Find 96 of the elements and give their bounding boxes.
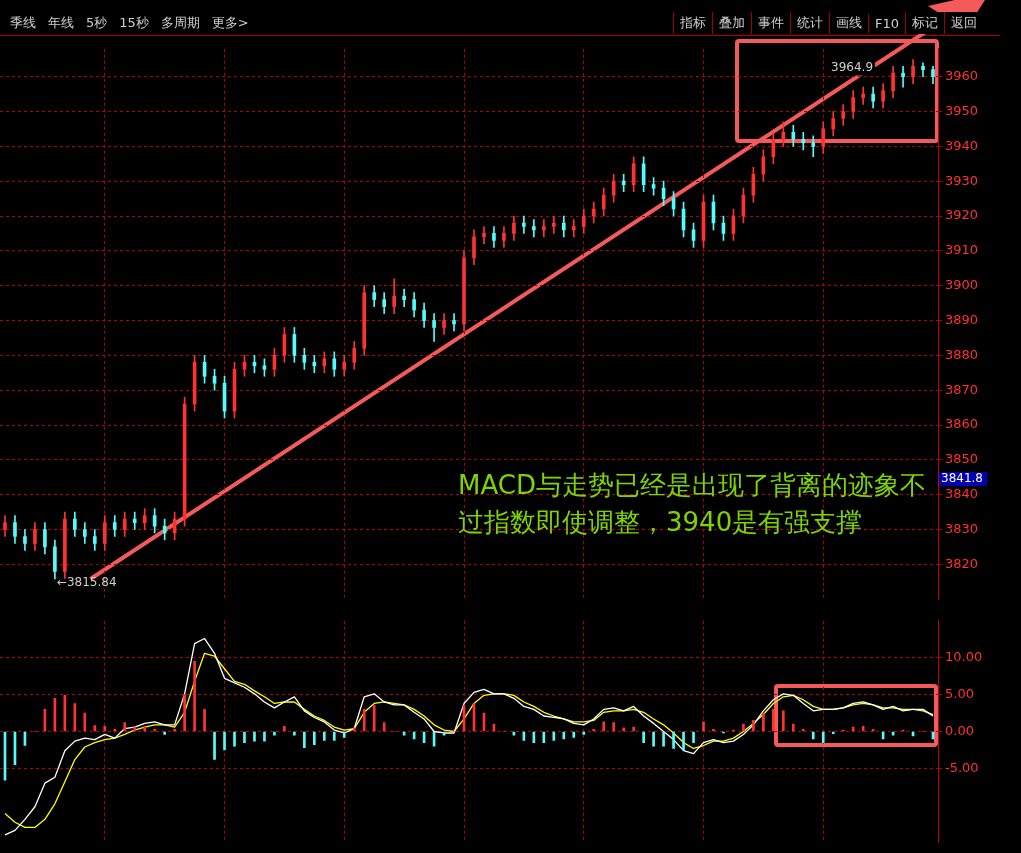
bar bbox=[592, 728, 596, 732]
y-tick-label: 3920 bbox=[945, 207, 979, 223]
y-tick-label: 3900 bbox=[945, 277, 979, 293]
bar bbox=[622, 727, 625, 732]
bar bbox=[382, 722, 386, 732]
annotation: MACD与走势已经是出现了背离的迹象不过指数即使调整，3940是有强支撑 bbox=[458, 470, 926, 537]
bar bbox=[372, 705, 376, 732]
bar bbox=[163, 731, 166, 735]
text: 年线 bbox=[42, 12, 80, 34]
y-tick-label: 10.00 bbox=[945, 649, 983, 665]
bar bbox=[851, 726, 855, 732]
bar bbox=[153, 728, 156, 732]
bar bbox=[702, 721, 705, 732]
bar bbox=[352, 727, 356, 732]
bar bbox=[762, 712, 765, 732]
text: 15秒 bbox=[113, 12, 155, 34]
bar bbox=[113, 728, 117, 732]
text: 统计 bbox=[789, 12, 829, 34]
text: 5秒 bbox=[80, 12, 114, 34]
bar bbox=[772, 709, 775, 732]
bar bbox=[303, 731, 306, 749]
bar bbox=[811, 731, 815, 740]
y-tick-label: 0.00 bbox=[945, 722, 974, 738]
text: 事件 bbox=[750, 12, 790, 34]
text: 季线 bbox=[4, 12, 42, 34]
bar bbox=[801, 728, 805, 732]
bar bbox=[143, 726, 147, 732]
bar bbox=[642, 731, 645, 743]
bar bbox=[93, 725, 97, 732]
bar bbox=[692, 731, 695, 743]
bar bbox=[632, 726, 635, 732]
bar bbox=[362, 709, 366, 732]
text: 标记 bbox=[905, 12, 944, 34]
bar bbox=[123, 722, 127, 732]
bar bbox=[322, 731, 326, 741]
bar bbox=[652, 731, 655, 747]
bar bbox=[602, 721, 606, 732]
text: 指标 bbox=[672, 12, 712, 34]
bar bbox=[672, 731, 675, 749]
bar bbox=[332, 731, 336, 741]
annotation: 3964.9 bbox=[831, 59, 874, 74]
text: 返回 bbox=[944, 12, 983, 34]
y-tick-label: 3870 bbox=[945, 381, 979, 397]
bar bbox=[662, 731, 665, 747]
y-tick-label: 3860 bbox=[945, 416, 979, 432]
bar bbox=[263, 731, 266, 742]
bar bbox=[193, 661, 196, 732]
bar bbox=[582, 731, 586, 735]
text: 3841.8 bbox=[941, 471, 983, 486]
y-tick-label: 3850 bbox=[945, 451, 979, 467]
bar bbox=[342, 731, 346, 738]
bar bbox=[782, 710, 785, 732]
text: F10 bbox=[867, 13, 905, 33]
bar bbox=[742, 723, 745, 732]
y-tick-label: 3890 bbox=[945, 311, 979, 327]
bar bbox=[253, 731, 256, 742]
y-tick-label: 3840 bbox=[945, 486, 979, 502]
y-tick-label: 3880 bbox=[945, 346, 979, 362]
y-tick-label: -5.00 bbox=[945, 759, 979, 775]
annotation: ←3815.84 bbox=[56, 574, 117, 589]
bar bbox=[183, 694, 186, 732]
y-tick-label: 3940 bbox=[945, 137, 979, 153]
bar bbox=[562, 731, 566, 740]
y-tick-label: 3830 bbox=[945, 520, 979, 536]
bar bbox=[83, 712, 87, 732]
bar bbox=[791, 723, 795, 732]
y-tick-label: 3930 bbox=[945, 172, 979, 188]
bar bbox=[133, 726, 137, 732]
bar bbox=[612, 722, 616, 732]
bar bbox=[831, 731, 835, 735]
bar bbox=[103, 726, 107, 732]
y-tick-label: 3910 bbox=[945, 242, 979, 258]
bar bbox=[712, 728, 715, 732]
bar bbox=[821, 731, 825, 743]
y-tick-label: 3950 bbox=[945, 102, 979, 118]
bar bbox=[233, 731, 236, 747]
y-tick-label: 5.00 bbox=[945, 685, 974, 701]
bar bbox=[173, 728, 176, 732]
bar bbox=[552, 731, 556, 741]
bar bbox=[313, 731, 316, 746]
bar bbox=[243, 731, 246, 743]
bar bbox=[752, 720, 755, 732]
text: 多周期 bbox=[154, 12, 206, 34]
y-tick-label: 3960 bbox=[945, 68, 979, 84]
bar bbox=[223, 731, 226, 751]
bar bbox=[203, 709, 206, 732]
y-tick-label: 3820 bbox=[945, 555, 979, 571]
text: 画线 bbox=[828, 12, 868, 34]
text: 叠加 bbox=[711, 12, 751, 34]
bar bbox=[572, 731, 576, 738]
text: 更多> bbox=[205, 12, 255, 34]
bar bbox=[213, 731, 216, 760]
bar bbox=[283, 726, 286, 732]
bar bbox=[293, 731, 296, 736]
bar bbox=[682, 731, 685, 751]
bar bbox=[273, 731, 276, 736]
